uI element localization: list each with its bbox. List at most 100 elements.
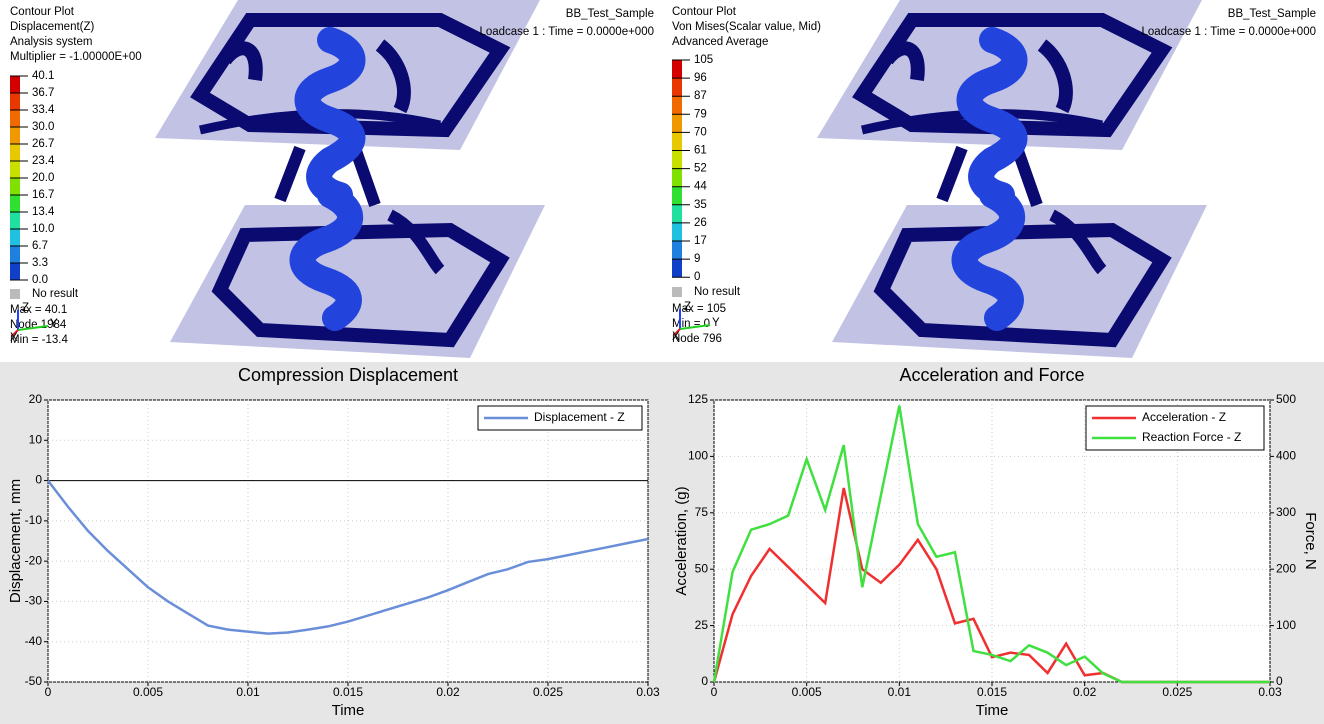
y-tick-label: 10 (29, 432, 43, 446)
x-axis-label: Time (976, 702, 1009, 719)
colorbar-label: 13.4 (32, 206, 55, 218)
colorbar-label: 10.0 (32, 223, 54, 235)
stat: Max = 40.1 (10, 304, 67, 316)
triad-y (679, 324, 711, 330)
y-axis-label: Acceleration, (g) (673, 486, 690, 595)
colorbar-label: 23.4 (32, 155, 55, 167)
panel-line: Multiplier = -1.00000E+00 (10, 51, 142, 63)
model-name: BB_Test_Sample (566, 8, 654, 20)
colorbar-label: 26 (694, 217, 707, 229)
colorbar-label: 36.7 (32, 87, 54, 99)
panel-line: Displacement(Z) (10, 21, 95, 33)
chart-title: Acceleration and Force (899, 365, 1084, 385)
no-result: No result (32, 288, 79, 300)
y2-tick-label: 100 (1276, 618, 1296, 632)
colorbar-segment (10, 229, 20, 246)
triad-y (17, 325, 49, 331)
colorbar-segment (10, 178, 20, 195)
colorbar-segment (672, 114, 682, 133)
colorbar-label: 44 (694, 181, 707, 193)
y2-tick-label: 500 (1276, 392, 1296, 406)
colorbar-segment (10, 76, 20, 93)
triad-label: Y (50, 318, 58, 330)
legend-label: Acceleration - Z (1142, 410, 1226, 424)
colorbar-label: 79 (694, 108, 707, 120)
x-tick-label: 0.015 (977, 685, 1007, 699)
colorbar-segment (672, 78, 682, 97)
x-tick-label: 0.03 (636, 685, 660, 699)
colorbar-segment (10, 161, 20, 178)
triad-label: X (10, 332, 18, 344)
y-tick-label: -50 (25, 674, 43, 688)
colorbar-segment (672, 222, 682, 241)
y2-tick-label: 200 (1276, 561, 1296, 575)
x-axis-label: Time (332, 702, 365, 719)
colorbar-label: 20.0 (32, 172, 54, 184)
colorbar-segment (672, 60, 682, 79)
colorbar-label: 3.3 (32, 257, 48, 269)
x-tick-label: 0.025 (1162, 685, 1192, 699)
colorbar-label: 0.0 (32, 274, 48, 286)
colorbar-segment (672, 168, 682, 187)
x-tick-label: 0.015 (333, 685, 363, 699)
colorbar-label: 87 (694, 90, 707, 102)
y-tick-label: 20 (29, 392, 43, 406)
colorbar-label: 40.1 (32, 70, 54, 82)
x-tick-label: 0.005 (792, 685, 822, 699)
y-tick-label: 0 (35, 473, 42, 487)
colorbar-segment (672, 204, 682, 223)
colorbar-label: 52 (694, 163, 707, 175)
loadcase: Loadcase 1 : Time = 0.0000e+000 (479, 26, 654, 38)
colorbar-label: 0 (694, 271, 700, 283)
colorbar-segment (10, 195, 20, 212)
stat: Node 796 (672, 333, 722, 345)
x-tick-label: 0.01 (888, 685, 912, 699)
y2-tick-label: 300 (1276, 505, 1296, 519)
series-line (712, 405, 1270, 684)
colorbar-segment (672, 259, 682, 278)
y-tick-label: 50 (695, 561, 709, 575)
stat: Min = -13.4 (10, 334, 68, 346)
colorbar-label: 17 (694, 235, 707, 247)
colorbar-segment (10, 127, 20, 144)
panel-line: Contour Plot (672, 6, 737, 18)
y-tick-label: -20 (25, 553, 43, 567)
y-tick-label: 125 (688, 392, 708, 406)
colorbar-segment (672, 150, 682, 169)
y-tick-label: -40 (25, 634, 43, 648)
colorbar-segment (672, 241, 682, 260)
y-tick-label: -30 (25, 594, 43, 608)
x-tick-label: 0.005 (133, 685, 163, 699)
colorbar-label: 16.7 (32, 189, 54, 201)
y-tick-label: 25 (695, 618, 709, 632)
y-tick-label: 75 (695, 505, 709, 519)
colorbar-label: 30.0 (32, 121, 54, 133)
y-tick-label: -10 (25, 513, 43, 527)
model-name: BB_Test_Sample (1228, 8, 1316, 20)
colorbar-label: 61 (694, 145, 707, 157)
triad-label: Y (712, 317, 720, 329)
colorbar-segment (10, 263, 20, 280)
colorbar-segment (10, 212, 20, 229)
no-result-swatch (10, 289, 20, 299)
colorbar-segment (672, 186, 682, 205)
x-tick-label: 0 (711, 685, 718, 699)
colorbar-label: 70 (694, 126, 707, 138)
panel-line: Advanced Average (672, 36, 768, 48)
legend-label: Displacement - Z (534, 410, 625, 424)
colorbar-label: 33.4 (32, 104, 55, 116)
colorbar-segment (10, 144, 20, 161)
x-tick-label: 0.02 (1073, 685, 1097, 699)
no-result-swatch (672, 287, 682, 297)
y-axis-label: Displacement, mm (7, 479, 24, 603)
triad-x (673, 328, 681, 336)
chart-title: Compression Displacement (238, 365, 458, 385)
colorbar-label: 26.7 (32, 138, 54, 150)
y2-tick-label: 0 (1276, 674, 1283, 688)
y-tick-label: 100 (688, 449, 708, 463)
y2-axis-label: Force, N (1302, 512, 1319, 570)
triad-label: Z (22, 302, 29, 314)
legend-label: Reaction Force - Z (1142, 430, 1241, 444)
colorbar-segment (10, 93, 20, 110)
